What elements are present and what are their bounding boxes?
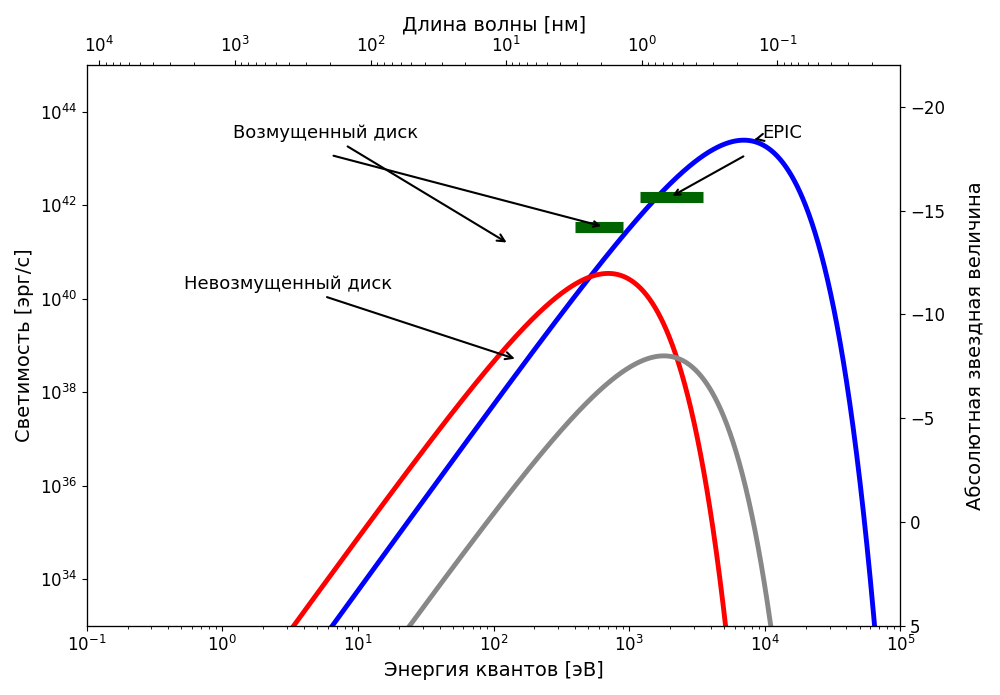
Text: EPIC: EPIC bbox=[756, 124, 802, 142]
Y-axis label: Абсолютная звездная величина: Абсолютная звездная величина bbox=[966, 181, 985, 510]
Text: Невозмущенный диск: Невозмущенный диск bbox=[184, 275, 513, 359]
X-axis label: Энергия квантов [эВ]: Энергия квантов [эВ] bbox=[384, 661, 603, 680]
Y-axis label: Светимость [эрг/с]: Светимость [эрг/с] bbox=[15, 249, 34, 442]
Text: Возмущенный диск: Возмущенный диск bbox=[233, 124, 505, 241]
X-axis label: Длина волны [нм]: Длина волны [нм] bbox=[402, 15, 586, 34]
